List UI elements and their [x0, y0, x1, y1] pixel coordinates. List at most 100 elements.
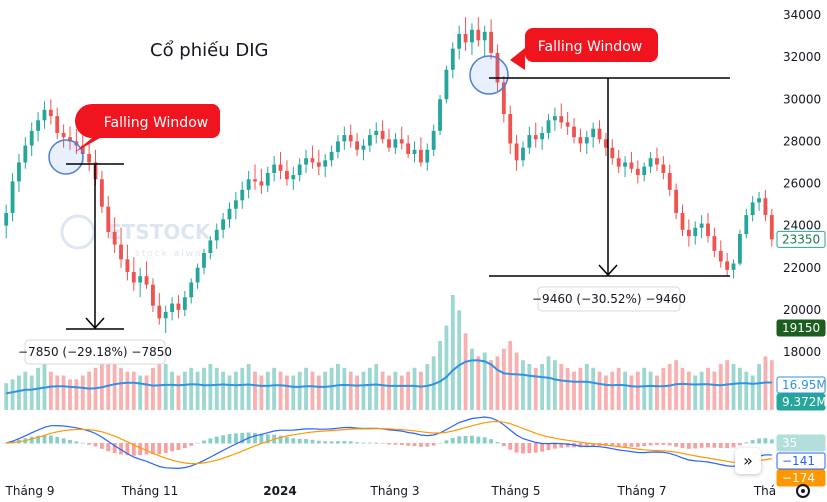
volume-bar: [527, 364, 532, 410]
macd-histogram-bar: [227, 434, 232, 444]
volume-bar: [151, 367, 155, 410]
settings-gear-icon[interactable]: [796, 484, 810, 498]
macd-histogram-bar: [42, 435, 47, 444]
candle-body: [227, 208, 232, 220]
candle-body: [99, 179, 104, 207]
volume-bar: [476, 356, 481, 410]
candle-body: [578, 137, 583, 144]
volume-ma-badge-label: 16.95M: [782, 378, 827, 392]
macd-badge-bg: [776, 452, 826, 470]
volume-bar: [23, 371, 28, 410]
volume-bar: [297, 371, 302, 410]
volume-bar: [769, 360, 774, 410]
volume-bar: [559, 364, 564, 410]
volume-badge-bg: [776, 393, 826, 411]
candle-body: [406, 143, 411, 155]
candle-body: [48, 109, 53, 117]
macd-histogram-bar: [578, 443, 583, 448]
macd-histogram-bar: [36, 435, 41, 444]
y-tick-label: 28000: [783, 134, 821, 148]
volume-bar: [278, 371, 283, 410]
macd-histogram-bar: [316, 440, 321, 444]
candle-body: [521, 147, 525, 161]
volume-bar: [514, 352, 519, 410]
candle-body: [712, 236, 717, 251]
volume-bar: [552, 360, 557, 410]
macd-histogram-bar: [202, 440, 206, 444]
candle-body: [450, 48, 455, 70]
y-tick-label: 30000: [783, 92, 821, 106]
volume-bar: [642, 367, 647, 410]
volume-bar: [693, 375, 698, 410]
y-tick-label: 20000: [783, 303, 821, 317]
candle-body: [661, 164, 666, 173]
macd-histogram-bar: [757, 438, 761, 444]
candle-body: [610, 147, 615, 159]
candle-body: [285, 170, 289, 180]
macd-histogram-bar: [189, 443, 194, 446]
macd-histogram-bar: [406, 443, 411, 446]
volume-bar: [208, 364, 213, 410]
volume-bar: [425, 364, 430, 410]
volume-bar: [87, 371, 92, 410]
macd-histogram-bar: [527, 443, 532, 454]
candle-body: [10, 181, 15, 213]
candle-body: [304, 158, 308, 165]
candle-body: [463, 33, 468, 43]
macd-histogram-bar: [616, 443, 621, 447]
volume-bar: [706, 367, 710, 410]
volume-bar: [399, 375, 404, 410]
macd-histogram-bar: [591, 443, 596, 447]
volume-bar: [355, 375, 360, 410]
candle-body: [310, 158, 315, 163]
volume-bar: [393, 371, 398, 410]
candle-body: [438, 99, 442, 131]
volume-bar: [291, 375, 296, 410]
candle-body: [246, 179, 251, 190]
volume-bar: [718, 364, 723, 410]
volume-bar: [495, 356, 500, 410]
candle-body: [380, 130, 385, 140]
volume-bar: [699, 371, 704, 410]
watermark-text: ETSTOCK: [108, 220, 212, 244]
macd-histogram-bar: [265, 434, 270, 444]
scroll-right-button[interactable]: »: [735, 448, 761, 474]
volume-bar: [163, 364, 168, 410]
candle-body: [514, 143, 519, 161]
y-tick-label: 18000: [783, 345, 821, 359]
candle-body: [629, 162, 634, 169]
volume-bar: [457, 310, 462, 410]
candle-body: [278, 164, 283, 171]
candle-body: [4, 212, 9, 226]
volume-bar: [189, 367, 194, 410]
candle-body: [591, 128, 596, 138]
macd-hist-badge-label: 35: [782, 436, 797, 450]
macd-histogram-bar: [674, 443, 679, 447]
measure-right-box: [537, 286, 681, 312]
macd-histogram-bar: [61, 438, 66, 444]
macd-histogram-bar: [718, 443, 723, 448]
volume-bar: [29, 375, 34, 410]
candle-body: [61, 132, 66, 138]
macd-histogram-bar: [610, 443, 615, 447]
volume-badge-label: 9.372M: [782, 395, 827, 409]
watermark-subtext: stock always: [135, 249, 217, 259]
candle-body: [731, 263, 736, 270]
volume-bar: [10, 379, 15, 410]
time-axis[interactable]: Tháng 9 Tháng 11 2024 Tháng 3 Tháng 5 Tháng 7…: [5, 484, 777, 498]
volume-bar: [635, 371, 640, 410]
candle-body: [418, 149, 423, 163]
candle-body: [457, 33, 462, 49]
macd-histogram-bar: [131, 443, 136, 456]
price-axis[interactable]: 34000 32000 30000 28000 26000 24000 22000 20000…: [783, 8, 821, 359]
volume-bar: [176, 375, 181, 410]
macd-histogram-bar: [297, 438, 302, 444]
candle-body: [744, 215, 749, 235]
callout-left-label: Falling Window: [104, 115, 208, 131]
candle-body: [387, 139, 391, 148]
volume-bar: [387, 375, 391, 410]
macd-histogram-bar: [323, 441, 328, 444]
candle-body: [272, 164, 277, 173]
macd-histogram-bar: [635, 443, 640, 447]
